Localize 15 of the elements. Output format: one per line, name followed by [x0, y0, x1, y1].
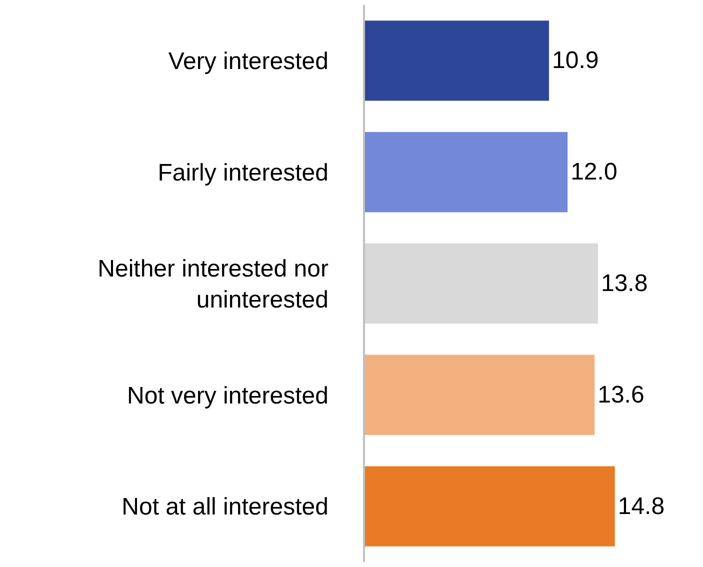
- bar: [365, 243, 598, 324]
- bar: [365, 466, 615, 546]
- data-label: 13.6: [598, 381, 644, 408]
- data-label: 12.0: [570, 158, 618, 186]
- data-label: 14.8: [618, 492, 665, 520]
- data-label: 10.9: [552, 47, 599, 74]
- bar: [365, 354, 595, 435]
- bar: [365, 132, 568, 212]
- y-tick-label: Fairly interested: [158, 160, 328, 186]
- y-tick-label: Neither interested nor uninterested: [98, 255, 328, 314]
- y-tick-label: Very interested: [168, 48, 328, 76]
- bar: [365, 20, 550, 101]
- y-tick-label: Not very interested: [127, 382, 328, 410]
- y-tick-label: Not at all interested: [122, 494, 328, 521]
- data-label: 13.8: [600, 270, 648, 297]
